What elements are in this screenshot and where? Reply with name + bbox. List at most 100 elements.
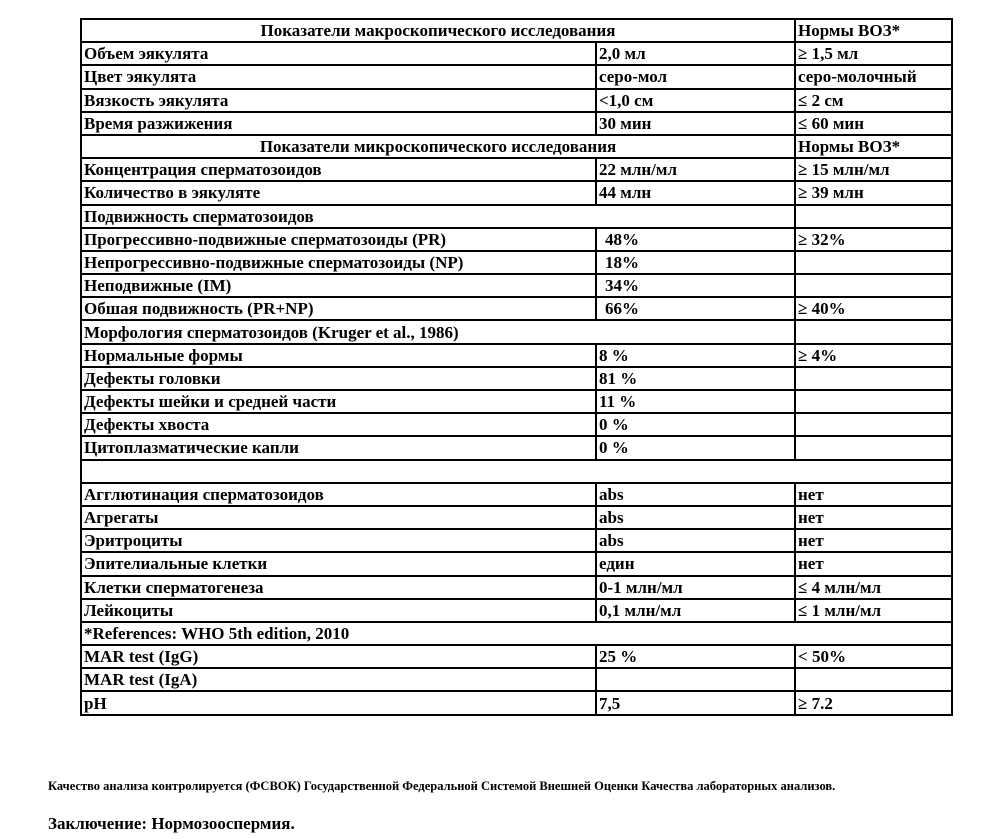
morphology-header-row: Морфология сперматозоидов (Kruger et al.… bbox=[79, 319, 954, 345]
table-row: Дефекты шейки и средней части 11 % bbox=[80, 388, 954, 415]
result-value: 0 % bbox=[594, 412, 797, 438]
result-value: 22 млн/мл bbox=[594, 157, 797, 183]
result-value: 11 % bbox=[594, 388, 797, 415]
table-row: Агрегаты abs нет bbox=[80, 504, 954, 531]
table-row: Клетки сперматогенеза 0-1 млн/мл ≤ 4 млн/м… bbox=[80, 574, 954, 600]
table-row: Эпителиальные клетки един нет bbox=[80, 551, 954, 577]
table-row: Цвет эякулята серо-мол серо-молочный bbox=[80, 64, 954, 90]
result-value: 66% bbox=[594, 296, 797, 322]
who-norm: ≤ 1 млн/мл bbox=[794, 597, 954, 623]
result-value: 25 % bbox=[594, 644, 797, 670]
who-norm bbox=[794, 388, 954, 415]
table-row: Цитоплазматические капли 0 % bbox=[80, 435, 954, 461]
result-value: 81 % bbox=[594, 365, 797, 392]
table-row: Нормальные формы 8 % ≥ 4% bbox=[80, 342, 954, 368]
section-header: Морфология сперматозоидов (Kruger et al.… bbox=[79, 319, 797, 345]
parameter-label: Дефекты головки bbox=[80, 365, 597, 392]
empty-row-cell bbox=[79, 458, 954, 484]
parameter-label: Прогрессивно-подвижные сперматозоиды (PR… bbox=[80, 226, 597, 252]
parameter-label: Нормальные формы bbox=[80, 342, 597, 368]
who-norm: серо-молочный bbox=[794, 64, 954, 90]
parameter-label: MAR test (IgA) bbox=[80, 667, 597, 693]
table-row: Время разжижения 30 мин ≤ 60 мин bbox=[80, 110, 954, 136]
norm-header: Нормы ВОЗ* bbox=[794, 17, 954, 44]
semen-analysis-table: Показатели макроскопического исследовани… bbox=[79, 17, 954, 716]
parameter-label: Дефекты шейки и средней части bbox=[80, 388, 597, 415]
table-row: pH 7,5 ≥ 7.2 bbox=[80, 690, 954, 716]
references-row-cell: *References: WHO 5th edition, 2010 bbox=[79, 620, 954, 647]
parameter-label: Концентрация сперматозоидов bbox=[80, 157, 597, 183]
result-value: 48% bbox=[594, 226, 797, 252]
parameter-label: Обшая подвижность (PR+NP) bbox=[80, 296, 597, 322]
parameter-label: Вязкость эякулята bbox=[80, 87, 597, 113]
who-norm: ≤ 60 мин bbox=[794, 110, 954, 136]
table-row: Непрогрессивно-подвижные сперматозоиды (… bbox=[80, 249, 954, 276]
references-row: *References: WHO 5th edition, 2010 bbox=[79, 620, 954, 647]
who-norm: ≥ 4% bbox=[794, 342, 954, 368]
who-norm: нет bbox=[794, 504, 954, 531]
result-value: 7,5 bbox=[594, 690, 797, 716]
parameter-label: Неподвижные (IM) bbox=[80, 273, 597, 299]
parameter-label: Клетки сперматогенеза bbox=[80, 574, 597, 600]
who-norm: нет bbox=[794, 551, 954, 577]
result-value: 18% bbox=[594, 249, 797, 276]
who-norm bbox=[794, 365, 954, 392]
who-norm: ≥ 40% bbox=[794, 296, 954, 322]
who-norm: нет bbox=[794, 528, 954, 554]
who-norm: ≥ 15 млн/мл bbox=[794, 157, 954, 183]
table-row: Неподвижные (IM) 34% bbox=[80, 273, 954, 299]
motility-header-row: Подвижность сперматозоидов bbox=[79, 203, 954, 229]
who-norm: ≤ 4 млн/мл bbox=[794, 574, 954, 600]
who-norm bbox=[794, 249, 954, 276]
table-row: Количество в эякуляте 44 млн ≥ 39 млн bbox=[80, 180, 954, 206]
parameter-label: Эпителиальные клетки bbox=[80, 551, 597, 577]
conclusion: Заключение: Нормозооспермия. bbox=[48, 814, 295, 833]
parameter-label: MAR test (IgG) bbox=[80, 644, 597, 670]
who-norm: ≥ 7.2 bbox=[794, 690, 954, 716]
result-value: abs bbox=[594, 528, 797, 554]
quality-control-note: Качество анализа контролируется (ФСВОК) … bbox=[48, 779, 836, 793]
result-value: 30 мин bbox=[594, 110, 797, 136]
result-value: <1,0 см bbox=[594, 87, 797, 113]
empty-cell bbox=[794, 203, 954, 229]
result-value: 0-1 млн/мл bbox=[594, 574, 797, 600]
empty-cell bbox=[794, 319, 954, 345]
who-norm bbox=[794, 667, 954, 693]
parameter-label: Агрегаты bbox=[80, 504, 597, 531]
parameter-label: Агглютинация сперматозоидов bbox=[80, 481, 597, 507]
table-row: Лейкоциты 0,1 млн/мл ≤ 1 млн/мл bbox=[80, 597, 954, 623]
result-value: abs bbox=[594, 481, 797, 507]
who-norm: < 50% bbox=[794, 644, 954, 670]
micro-header-row: Показатели микроскопического исследовани… bbox=[79, 133, 954, 160]
section-header: Показатели макроскопического исследовани… bbox=[79, 17, 797, 44]
section-header: Подвижность сперматозоидов bbox=[79, 203, 797, 229]
result-value: 0 % bbox=[594, 435, 797, 461]
parameter-label: pH bbox=[80, 690, 597, 716]
table-row: Вязкость эякулята <1,0 см ≤ 2 см bbox=[80, 87, 954, 113]
parameter-label: Эритроциты bbox=[80, 528, 597, 554]
parameter-label: Цитоплазматические капли bbox=[80, 435, 597, 461]
table-row: Обшая подвижность (PR+NP) 66% ≥ 40% bbox=[80, 296, 954, 322]
empty-row bbox=[79, 458, 954, 484]
result-value: 44 млн bbox=[594, 180, 797, 206]
result-value: серо-мол bbox=[594, 64, 797, 90]
norm-header: Нормы ВОЗ* bbox=[794, 133, 954, 160]
table-row: MAR test (IgG) 25 % < 50% bbox=[80, 644, 954, 670]
table-row: Объем эякулята 2,0 мл ≥ 1,5 мл bbox=[80, 41, 954, 67]
table-row: MAR test (IgA) bbox=[80, 667, 954, 693]
parameter-label: Количество в эякуляте bbox=[80, 180, 597, 206]
parameter-label: Непрогрессивно-подвижные сперматозоиды (… bbox=[80, 249, 597, 276]
result-value: 34% bbox=[594, 273, 797, 299]
who-norm bbox=[794, 412, 954, 438]
who-norm: нет bbox=[794, 481, 954, 507]
who-norm bbox=[794, 273, 954, 299]
parameter-label: Цвет эякулята bbox=[80, 64, 597, 90]
table-row: Эритроциты abs нет bbox=[80, 528, 954, 554]
parameter-label: Лейкоциты bbox=[80, 597, 597, 623]
table-row: Дефекты хвоста 0 % bbox=[80, 412, 954, 438]
parameter-label: Дефекты хвоста bbox=[80, 412, 597, 438]
who-norm: ≤ 2 см bbox=[794, 87, 954, 113]
who-norm bbox=[794, 435, 954, 461]
result-value: един bbox=[594, 551, 797, 577]
result-value: abs bbox=[594, 504, 797, 531]
